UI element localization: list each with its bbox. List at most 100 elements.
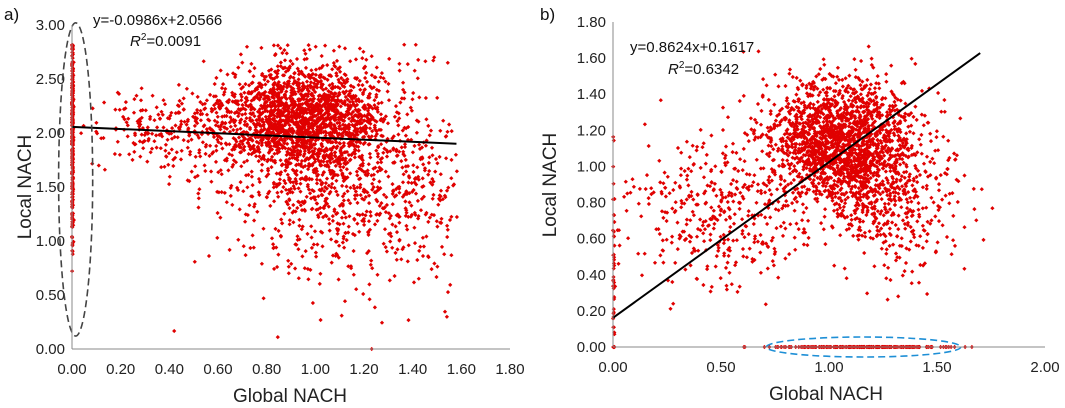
panel-a-data-point [290,167,295,172]
panel-a-data-point [267,145,272,150]
panel-a-data-point [370,106,375,111]
panel-a-data-point [262,126,267,131]
panel-a-data-point [227,152,232,157]
panel-a-data-point [399,96,404,101]
panel-a-data-point [312,118,317,124]
panel-b-data-point [820,180,825,185]
panel-b-data-point [884,72,889,77]
panel-a-data-point [351,272,356,277]
panel-b-data-point [836,196,841,201]
panel-b-data-point [804,190,809,195]
panel-a-data-point [275,135,280,140]
panel-a-data-point [271,90,276,95]
panel-a-data-point [282,58,288,63]
panel-b-data-point [898,98,903,103]
panel-a-data-point [240,60,245,65]
panel-a-data-point [266,142,271,147]
panel-a-data-point [420,176,425,181]
panel-a-data-point [313,89,318,95]
panel-a-data-point [316,194,321,199]
panel-a-data-point [361,216,366,221]
panel-b-data-point [904,131,909,136]
panel-a-data-point [311,76,316,81]
panel-a-data-point [362,222,367,227]
panel-a-data-point [259,261,264,266]
panel-a-data-point [301,72,306,77]
panel-a-data-point [334,73,339,78]
panel-b-data-point [872,119,878,124]
panel-a-data-point [367,126,373,131]
panel-a-data-point [300,176,305,181]
panel-a-data-point [316,207,321,212]
panel-a-data-point [270,95,275,100]
panel-b-y-tick-label: 0.40 [577,267,606,284]
panel-a-data-point [173,155,178,160]
panel-b-data-point [848,86,853,91]
panel-b-data-point [793,145,798,150]
panel-a-data-point [297,217,302,222]
panel-a-data-point [278,46,283,51]
panel-a-data-point [143,108,148,113]
panel-a-data-point [71,60,76,65]
panel-a-data-point [253,94,258,100]
panel-a-data-point [293,114,298,119]
panel-b-data-point [879,149,884,154]
panel-a-data-point [392,114,397,119]
panel-a-data-point [383,169,388,174]
panel-a-data-point [252,66,257,71]
panel-a-data-point [334,226,339,231]
panel-a-data-point [164,154,169,159]
panel-a-data-point [428,180,433,185]
panel-a-data-point [290,61,295,67]
panel-a-data-point [321,215,326,220]
panel-a-data-point [341,140,346,146]
panel-a-data-point [275,94,280,99]
panel-a-data-point [251,245,256,250]
panel-a-data-point [186,139,191,144]
panel-a-data-point [357,154,362,159]
panel-a-data-point [242,90,247,95]
panel-a-data-point [316,93,321,99]
panel-a-data-point [312,109,317,114]
panel-b-data-point [805,187,810,192]
panel-a-data-point [115,90,120,95]
panel-a-data-point [357,78,362,83]
panel-a-data-point [241,129,246,134]
panel-a-data-point [268,125,273,130]
panel-a-data-point [438,172,443,177]
panel-a-data-point [319,147,324,152]
panel-b-data-point [839,158,844,163]
panel-a-data-point [328,121,333,126]
panel-b-data-point [795,127,800,132]
panel-a-data-point [338,69,343,74]
panel-a-data-point [320,244,325,249]
panel-a-data-point [318,162,323,167]
panel-b-y-tick-label: 1.20 [577,122,606,139]
panel-b-data-point [795,115,800,120]
panel-b-data-point [794,119,799,124]
panel-a-data-point [200,102,205,107]
panel-a-data-point [369,116,374,121]
panel-a-data-point [278,172,283,177]
panel-b-data-point [815,99,820,104]
panel-b-data-point [777,108,783,113]
panel-a-data-point [343,230,348,235]
panel-a-data-point [372,103,377,108]
panel-a-data-point [195,107,200,113]
panel-a-data-point [311,242,316,247]
panel-b-data-point [887,188,892,193]
panel-a-data-point [330,176,335,181]
panel-a-data-point [439,216,444,221]
panel-a-data-point [303,139,308,144]
panel-a-data-point [102,167,107,172]
panel-b-data-point [797,121,802,126]
panel-a-data-point [258,92,263,98]
panel-a-data-point [142,132,147,138]
panel-a-data-point [395,118,400,124]
panel-a-data-point [352,155,357,160]
panel-a-data-point [375,272,380,277]
panel-a-data-point [377,212,382,218]
panel-a-data-point [379,142,384,147]
panel-b-data-point [794,199,800,204]
panel-a-data-point [269,123,274,128]
